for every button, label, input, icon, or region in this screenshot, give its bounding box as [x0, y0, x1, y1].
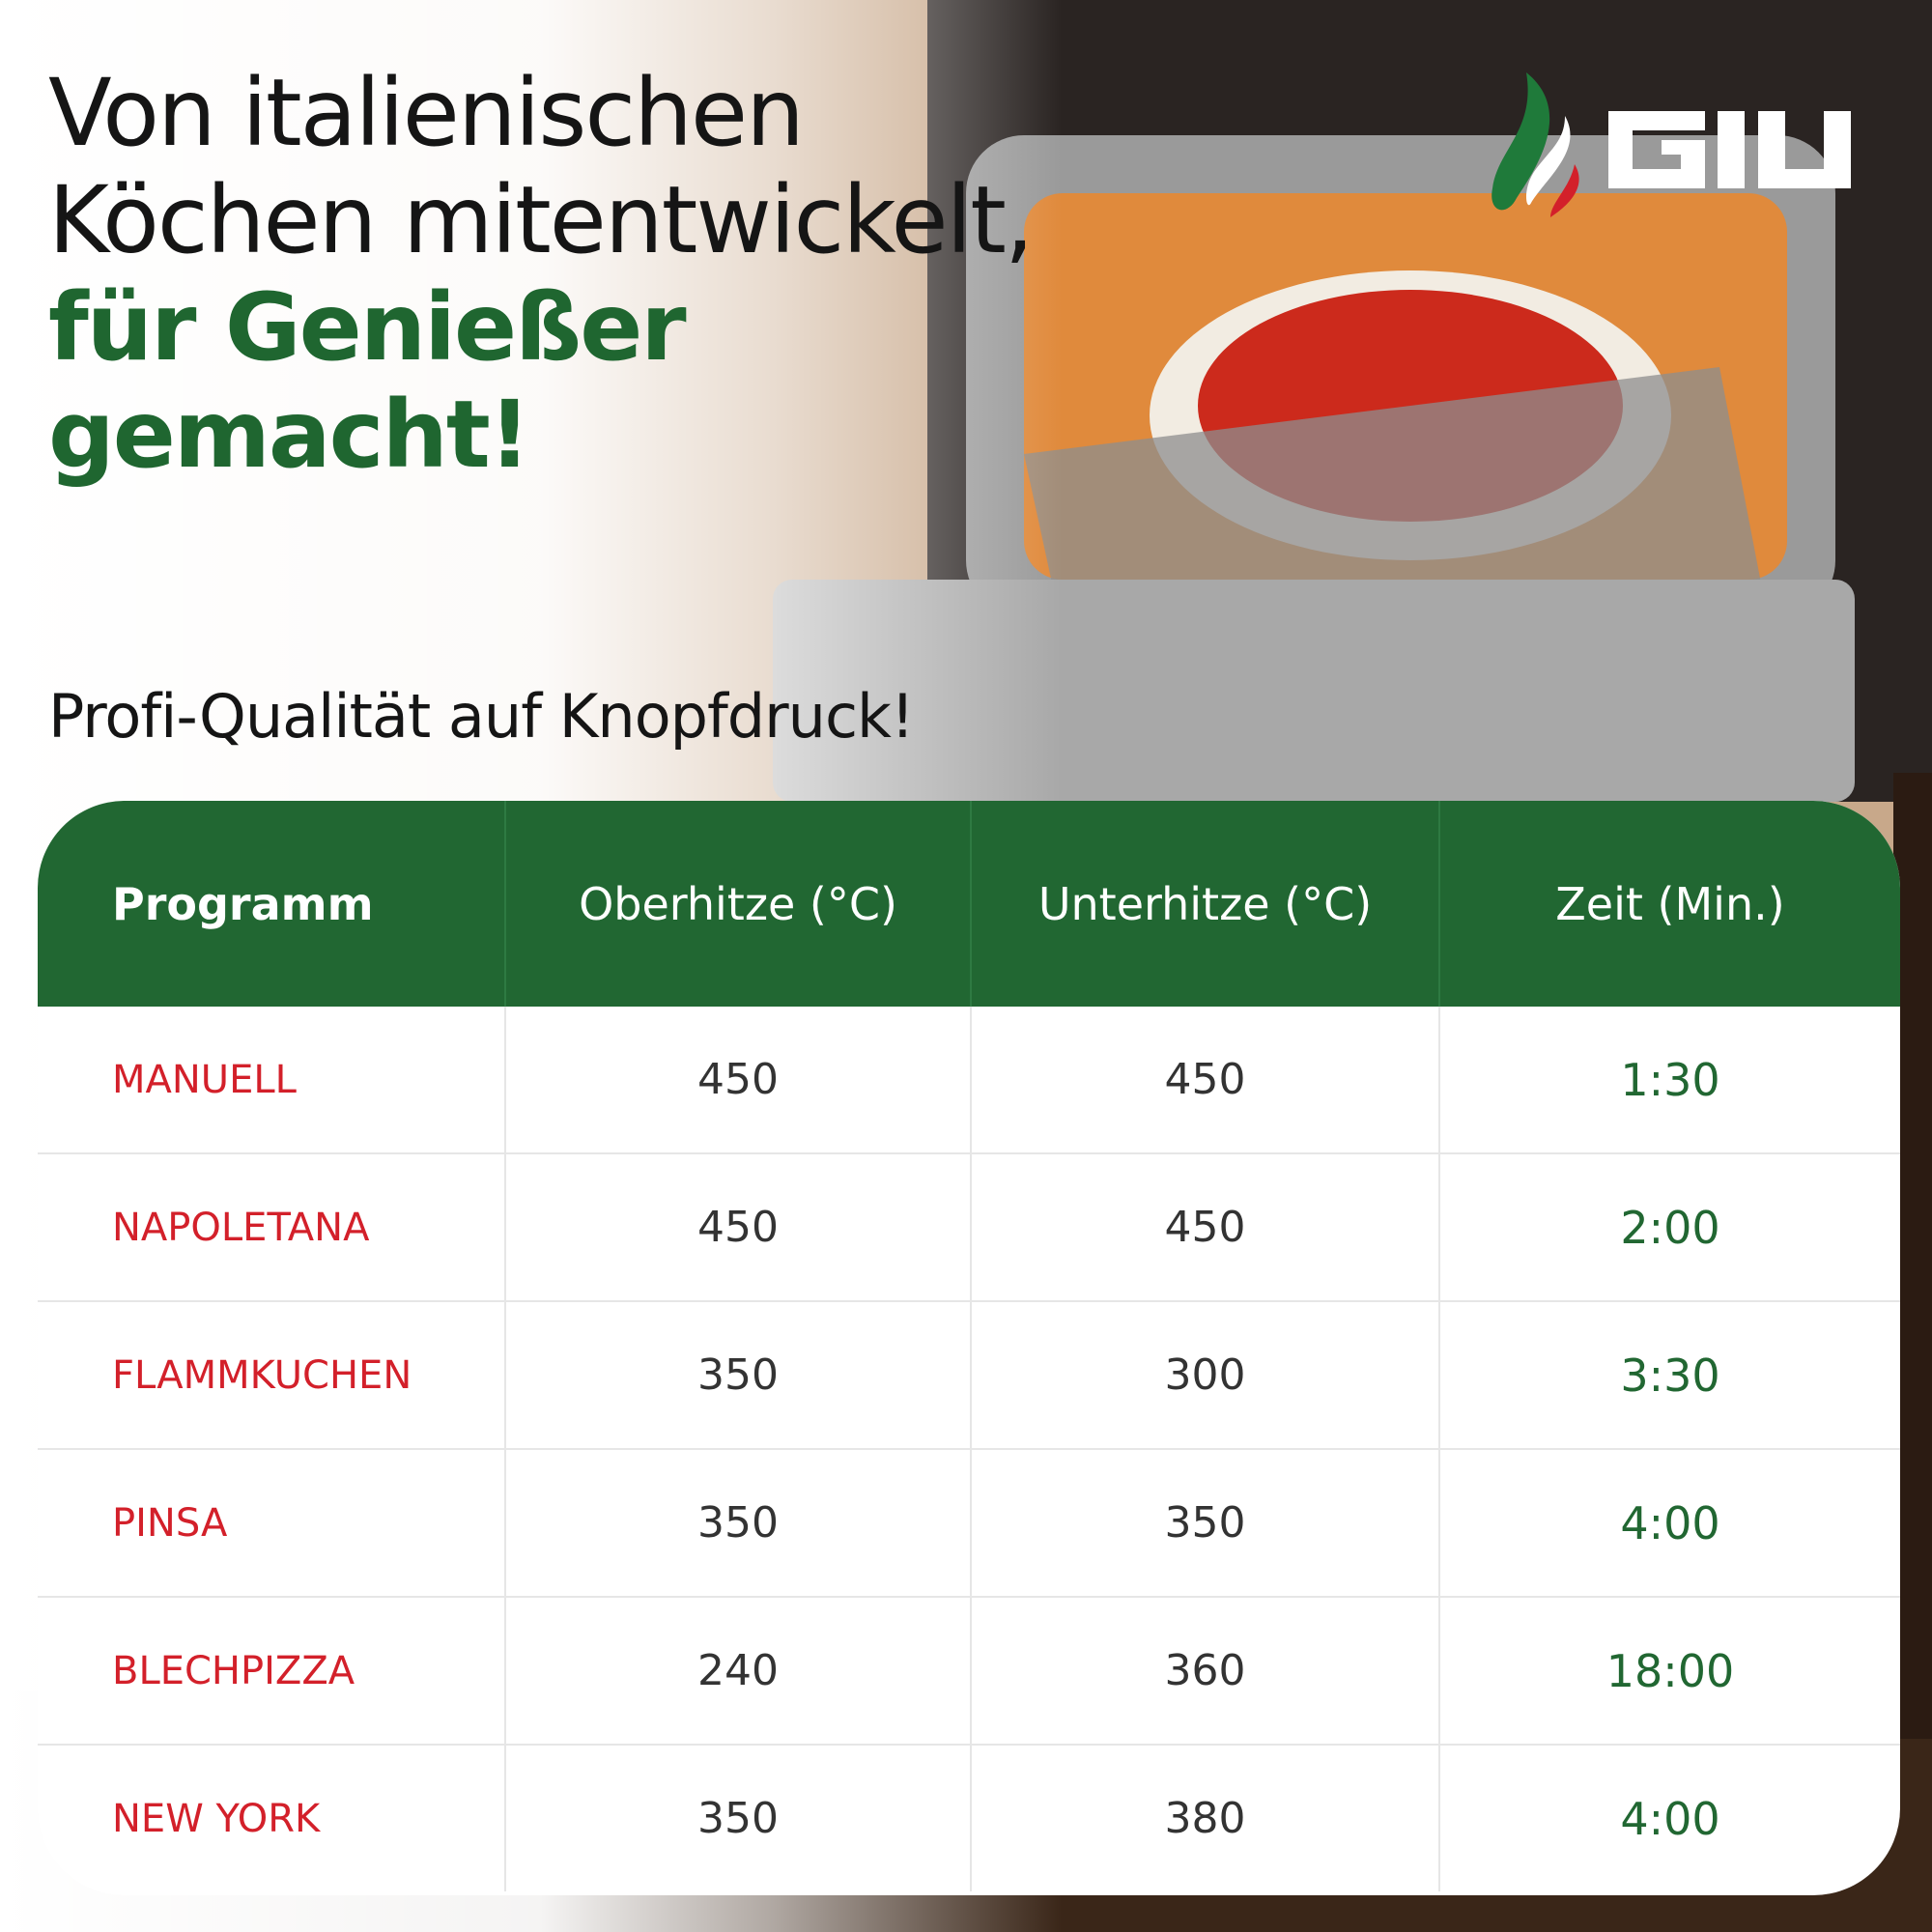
flame-green-icon [1492, 72, 1550, 211]
table-header: Programm Oberhitze (°C) Unterhitze (°C) … [38, 801, 1900, 1007]
table-row: BLECHPIZZA 240 360 18:00 [38, 1596, 1900, 1744]
cell-zeit: 4:00 [1438, 1746, 1900, 1891]
cell-program: BLECHPIZZA [112, 1648, 355, 1693]
cell-oberhitze: 350 [504, 1302, 970, 1448]
cell-zeit: 1:30 [1438, 1007, 1900, 1152]
header-oberhitze: Oberhitze (°C) [504, 801, 970, 1007]
headline-line-4: gemacht! [48, 381, 531, 489]
cell-unterhitze: 380 [970, 1746, 1438, 1891]
giu-logo [1492, 72, 1851, 217]
cell-program: MANUELL [112, 1057, 297, 1102]
cell-zeit: 3:30 [1438, 1302, 1900, 1448]
cell-unterhitze: 360 [970, 1598, 1438, 1744]
flame-red-icon [1550, 164, 1579, 217]
subtitle: Profi-Qualität auf Knopfdruck! [48, 681, 915, 752]
cell-program: NAPOLETANA [112, 1205, 370, 1250]
cell-program: FLAMMKUCHEN [112, 1352, 412, 1398]
cell-oberhitze: 240 [504, 1598, 970, 1744]
header-zeit: Zeit (Min.) [1438, 801, 1900, 1007]
cell-unterhitze: 450 [970, 1007, 1438, 1152]
header-programm: Programm [112, 877, 374, 930]
cell-unterhitze: 450 [970, 1154, 1438, 1300]
cell-zeit: 4:00 [1438, 1450, 1900, 1596]
headline: Von italienischen Köchen mitentwickelt, … [48, 59, 1034, 489]
table-row: PINSA 350 350 4:00 [38, 1448, 1900, 1596]
cell-zeit: 2:00 [1438, 1154, 1900, 1300]
cell-zeit: 18:00 [1438, 1598, 1900, 1744]
headline-line-1: Von italienischen [48, 59, 805, 167]
program-table: Programm Oberhitze (°C) Unterhitze (°C) … [38, 801, 1900, 1895]
cell-program: NEW YORK [112, 1796, 321, 1841]
headline-line-2: Köchen mitentwickelt, [48, 166, 1034, 274]
cell-oberhitze: 350 [504, 1746, 970, 1891]
cell-oberhitze: 450 [504, 1154, 970, 1300]
cell-oberhitze: 450 [504, 1007, 970, 1152]
headline-line-3: für Genießer [48, 273, 687, 382]
header-unterhitze: Unterhitze (°C) [970, 801, 1438, 1007]
table-row: FLAMMKUCHEN 350 300 3:30 [38, 1300, 1900, 1448]
table-row: NAPOLETANA 450 450 2:00 [38, 1152, 1900, 1300]
table-row: NEW YORK 350 380 4:00 [38, 1744, 1900, 1891]
cell-unterhitze: 300 [970, 1302, 1438, 1448]
cell-oberhitze: 350 [504, 1450, 970, 1596]
cell-unterhitze: 350 [970, 1450, 1438, 1596]
cell-program: PINSA [112, 1500, 228, 1546]
flame-white-icon [1526, 116, 1571, 206]
table-row: MANUELL 450 450 1:30 [38, 1007, 1900, 1152]
